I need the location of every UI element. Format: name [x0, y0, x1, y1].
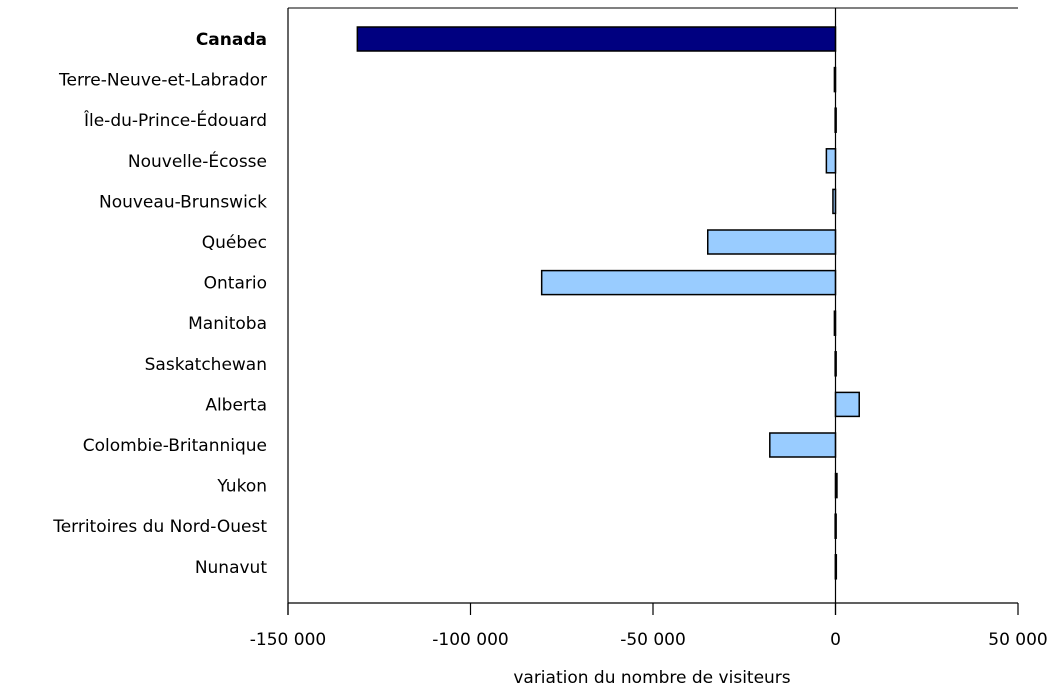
bar-colombie-britannique [770, 433, 836, 457]
bar-quebec [708, 230, 836, 254]
category-label-nouveau-brunswick: Nouveau-Brunswick [99, 192, 267, 212]
x-axis-title: variation du nombre de visiteurs [513, 668, 790, 688]
category-label-yukon: Yukon [216, 477, 267, 497]
category-label-territoires-du-nord-ouest: Territoires du Nord-Ouest [52, 517, 267, 537]
bar-canada [357, 27, 835, 51]
category-label-nunavut: Nunavut [195, 558, 268, 578]
bar-nouvelle-ecosse [826, 149, 835, 173]
category-label-terre-neuve-et-labrador: Terre-Neuve-et-Labrador [58, 71, 267, 91]
x-tick-label: -50 000 [620, 630, 686, 650]
x-tick-label: -150 000 [250, 630, 326, 650]
bars [357, 27, 859, 579]
category-labels: Canada Terre-Neuve-et-Labrador Île-du-Prin… [52, 30, 267, 578]
x-tick-label: -100 000 [432, 630, 508, 650]
category-label-manitoba: Manitoba [188, 314, 267, 334]
category-label-saskatchewan: Saskatchewan [145, 355, 267, 375]
category-label-ontario: Ontario [204, 274, 267, 294]
category-label-ile-du-prince-edouard: Île-du-Prince-Édouard [83, 109, 267, 131]
category-label-alberta: Alberta [205, 395, 267, 415]
x-tick-label: 0 [830, 630, 841, 650]
category-label-canada: Canada [196, 30, 267, 50]
bar-alberta [836, 392, 860, 416]
bar-ontario [542, 271, 836, 295]
axes: -150 000 -100 000 -50 000 0 50 000 [250, 8, 1048, 650]
category-label-nouvelle-ecosse: Nouvelle-Écosse [128, 150, 267, 172]
x-tick-label: 50 000 [988, 630, 1047, 650]
category-label-quebec: Québec [202, 233, 267, 253]
category-label-colombie-britannique: Colombie-Britannique [83, 436, 267, 456]
